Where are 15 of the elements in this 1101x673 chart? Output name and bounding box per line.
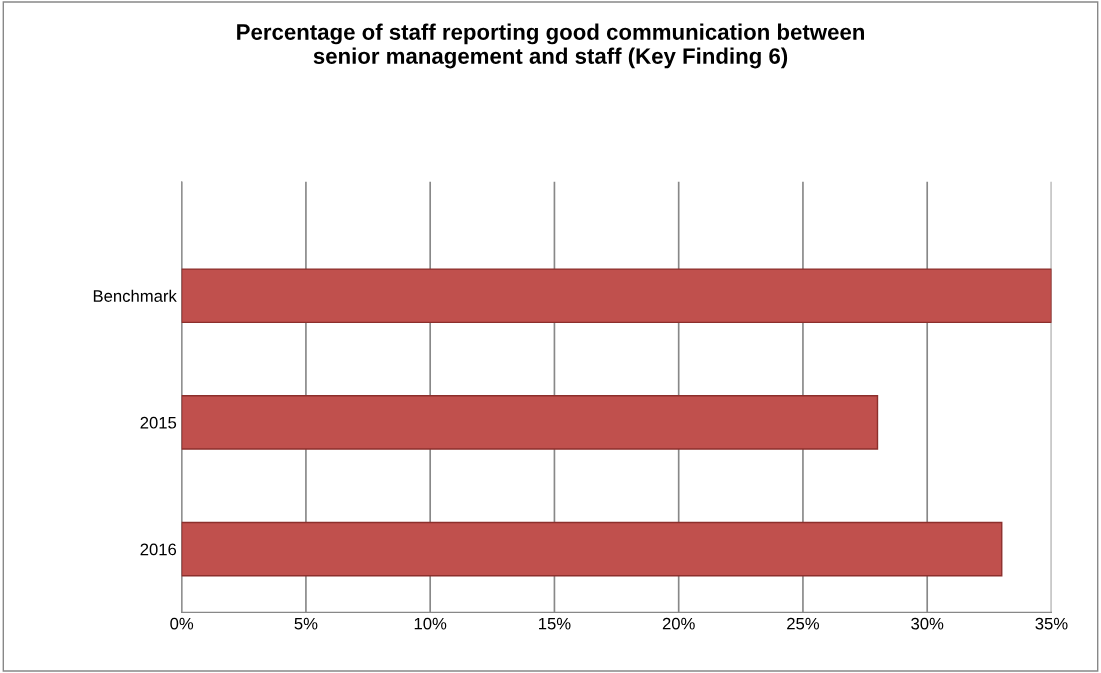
x-tick-label: 5% <box>294 617 318 630</box>
bar <box>181 521 1003 577</box>
chart-title: Percentage of staff reporting good communication between senior management and staff (Key Finding 6) <box>237 23 864 69</box>
x-tick-label: 10% <box>414 617 447 630</box>
x-tick-label: 30% <box>911 617 944 630</box>
y-tick-label: 2016 <box>140 543 177 556</box>
x-tick-label: 20% <box>662 617 695 630</box>
x-tick-label: 15% <box>539 617 571 630</box>
x-tick-label: 0% <box>170 617 194 630</box>
y-tick-label: Benchmark <box>93 289 177 302</box>
x-tick-label: 25% <box>787 617 820 630</box>
y-tick-label: 2015 <box>140 416 177 429</box>
bar <box>181 395 879 450</box>
bar <box>181 268 1052 324</box>
x-tick-label: 35% <box>1035 617 1068 630</box>
